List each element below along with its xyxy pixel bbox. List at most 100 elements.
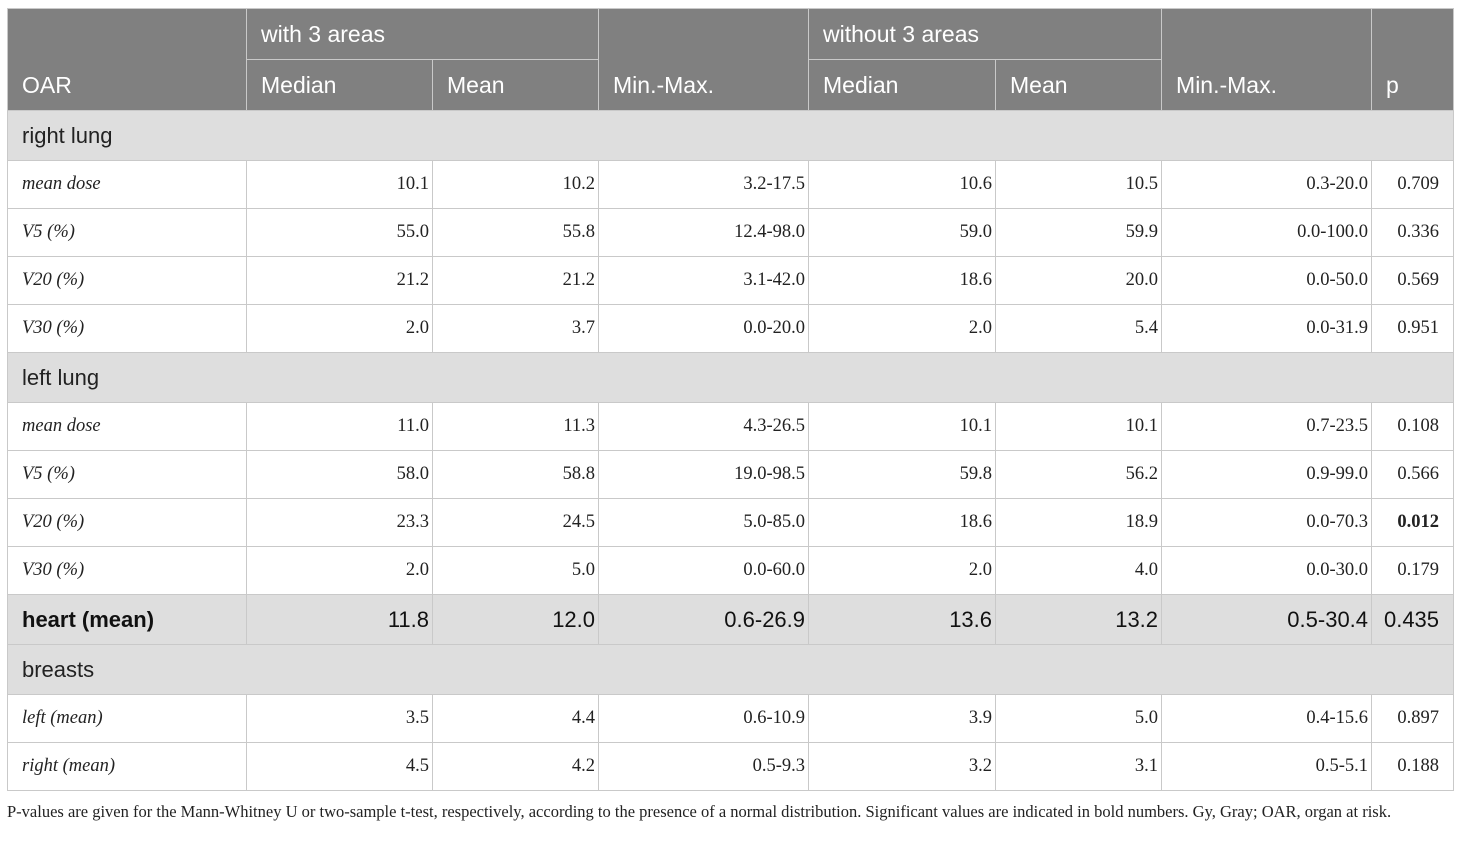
median-with: 10.1 (246, 160, 433, 209)
median-without: 13.6 (808, 594, 997, 645)
table-row-heart: heart (mean) 11.8 12.0 0.6-26.9 13.6 13.2 0.5-… (7, 594, 1455, 645)
section-label: breasts (6, 644, 1455, 695)
median-without: 2.0 (808, 546, 997, 595)
median-with: 23.3 (246, 498, 433, 547)
minmax-without: 0.3-20.0 (1161, 160, 1373, 209)
p-value: 0.569 (1371, 256, 1455, 305)
header-minmax-2: Min.-Max. (1161, 8, 1373, 111)
minmax-with: 0.5-9.3 (598, 742, 810, 791)
minmax-with: 3.2-17.5 (598, 160, 810, 209)
table-row: V20 (%) 23.3 24.5 5.0-85.0 18.6 18.9 0.0-70.3 0… (7, 498, 1455, 547)
median-with: 2.0 (246, 546, 433, 595)
table-row: V20 (%) 21.2 21.2 3.1-42.0 18.6 20.0 0.0-50.0 0… (7, 256, 1455, 305)
row-label: mean dose (7, 402, 247, 451)
p-value: 0.435 (1371, 594, 1455, 645)
row-label: V5 (%) (7, 450, 247, 499)
p-value: 0.709 (1371, 160, 1455, 209)
mean-with: 21.2 (431, 256, 600, 305)
p-value: 0.108 (1371, 402, 1455, 451)
mean-without: 20.0 (995, 256, 1163, 305)
p-value: 0.951 (1371, 304, 1455, 353)
table-row: V5 (%) 55.0 55.8 12.4-98.0 59.0 59.9 0.0-100.0… (7, 208, 1455, 257)
mean-without: 4.0 (995, 546, 1163, 595)
minmax-without: 0.5-5.1 (1161, 742, 1373, 791)
mean-without: 5.4 (995, 304, 1163, 353)
median-with: 21.2 (246, 256, 433, 305)
mean-without: 10.1 (995, 402, 1163, 451)
table-row: V5 (%) 58.0 58.8 19.0-98.5 59.8 56.2 0.9-99.0 0… (7, 450, 1455, 499)
row-label: V20 (%) (7, 498, 247, 547)
mean-without: 10.5 (995, 160, 1163, 209)
header-median-2: Median (808, 59, 997, 111)
section-breasts: breasts (6, 644, 1455, 695)
table-row: right (mean) 4.5 4.2 0.5-9.3 3.2 3.1 0.5-5.1 0.… (7, 742, 1455, 791)
dose-table: OAR with 3 areas Min.-Max. without 3 are… (6, 8, 1455, 791)
mean-without: 13.2 (995, 594, 1163, 645)
minmax-without: 0.4-15.6 (1161, 694, 1373, 743)
row-label: right (mean) (7, 742, 247, 791)
section-right-lung: right lung (6, 110, 1455, 161)
section-label: left lung (6, 352, 1455, 403)
header-oar: OAR (7, 8, 247, 111)
mean-without: 3.1 (995, 742, 1163, 791)
row-label: left (mean) (7, 694, 247, 743)
minmax-without: 0.0-50.0 (1161, 256, 1373, 305)
median-without: 3.2 (808, 742, 997, 791)
minmax-without: 0.0-31.9 (1161, 304, 1373, 353)
minmax-with: 12.4-98.0 (598, 208, 810, 257)
section-label: right lung (6, 110, 1455, 161)
median-with: 55.0 (246, 208, 433, 257)
mean-without: 18.9 (995, 498, 1163, 547)
median-without: 10.6 (808, 160, 997, 209)
median-with: 11.8 (246, 594, 433, 645)
minmax-with: 19.0-98.5 (598, 450, 810, 499)
table-row: V30 (%) 2.0 5.0 0.0-60.0 2.0 4.0 0.0-30.0 0.179 (7, 546, 1455, 595)
row-label: V20 (%) (7, 256, 247, 305)
p-value: 0.897 (1371, 694, 1455, 743)
header-with-3-areas: with 3 areas (245, 8, 600, 60)
median-without: 2.0 (808, 304, 997, 353)
minmax-with: 3.1-42.0 (598, 256, 810, 305)
header-median-1: Median (246, 59, 433, 111)
minmax-with: 0.0-60.0 (598, 546, 810, 595)
row-label: V5 (%) (7, 208, 247, 257)
row-label: V30 (%) (7, 304, 247, 353)
minmax-with: 0.6-10.9 (598, 694, 810, 743)
mean-with: 55.8 (431, 208, 600, 257)
mean-with: 4.4 (431, 694, 600, 743)
minmax-without: 0.5-30.4 (1161, 594, 1373, 645)
mean-with: 58.8 (431, 450, 600, 499)
header-p: p (1371, 8, 1455, 111)
header-mean-2: Mean (995, 59, 1163, 111)
mean-with: 5.0 (431, 546, 600, 595)
minmax-with: 0.6-26.9 (598, 594, 810, 645)
data-table-container: OAR with 3 areas Min.-Max. without 3 are… (6, 8, 1455, 791)
minmax-without: 0.0-70.3 (1161, 498, 1373, 547)
mean-with: 10.2 (431, 160, 600, 209)
median-with: 11.0 (246, 402, 433, 451)
mean-without: 56.2 (995, 450, 1163, 499)
p-value: 0.188 (1371, 742, 1455, 791)
header-minmax-1: Min.-Max. (598, 8, 810, 111)
minmax-without: 0.0-30.0 (1161, 546, 1373, 595)
table-row: left (mean) 3.5 4.4 0.6-10.9 3.9 5.0 0.4-15.6 0… (7, 694, 1455, 743)
p-value: 0.566 (1371, 450, 1455, 499)
minmax-without: 0.9-99.0 (1161, 450, 1373, 499)
median-with: 4.5 (246, 742, 433, 791)
mean-with: 24.5 (431, 498, 600, 547)
mean-with: 4.2 (431, 742, 600, 791)
minmax-with: 0.0-20.0 (598, 304, 810, 353)
row-label: heart (mean) (7, 594, 247, 645)
median-with: 58.0 (246, 450, 433, 499)
header-without-3-areas: without 3 areas (808, 8, 1163, 60)
mean-without: 5.0 (995, 694, 1163, 743)
median-with: 3.5 (246, 694, 433, 743)
row-label: mean dose (7, 160, 247, 209)
median-without: 3.9 (808, 694, 997, 743)
table-footnote: P-values are given for the Mann-Whitney … (7, 802, 1392, 821)
mean-with: 11.3 (431, 402, 600, 451)
mean-with: 12.0 (431, 594, 600, 645)
median-without: 59.8 (808, 450, 997, 499)
minmax-without: 0.0-100.0 (1161, 208, 1373, 257)
median-without: 10.1 (808, 402, 997, 451)
